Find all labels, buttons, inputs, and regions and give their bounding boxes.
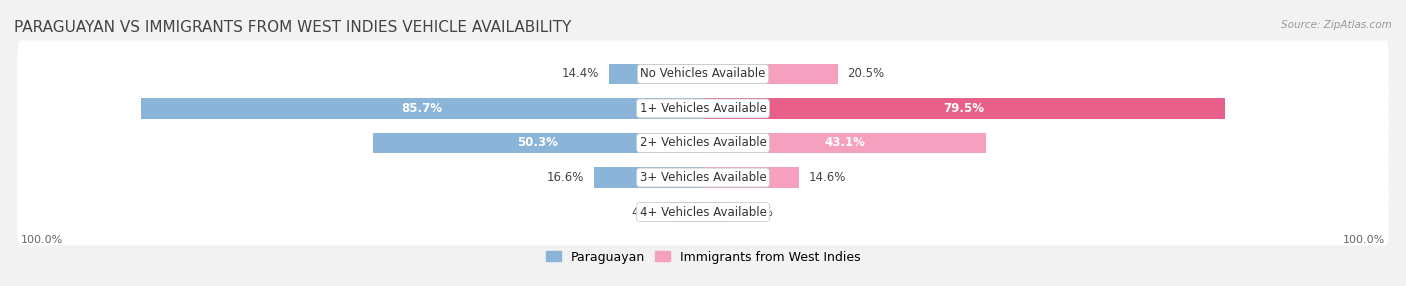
Text: 85.7%: 85.7%	[401, 102, 443, 115]
Text: 43.1%: 43.1%	[824, 136, 865, 150]
Text: Source: ZipAtlas.com: Source: ZipAtlas.com	[1281, 20, 1392, 30]
Bar	[703, 167, 799, 188]
FancyBboxPatch shape	[17, 75, 1389, 142]
Legend: Paraguayan, Immigrants from West Indies: Paraguayan, Immigrants from West Indies	[540, 246, 866, 269]
Text: 4+ Vehicles Available: 4+ Vehicles Available	[640, 206, 766, 219]
Text: PARAGUAYAN VS IMMIGRANTS FROM WEST INDIES VEHICLE AVAILABILITY: PARAGUAYAN VS IMMIGRANTS FROM WEST INDIE…	[14, 20, 571, 35]
Bar	[703, 133, 986, 153]
Bar	[671, 202, 703, 223]
Text: No Vehicles Available: No Vehicles Available	[640, 67, 766, 80]
Bar	[595, 167, 703, 188]
Text: 79.5%: 79.5%	[943, 102, 984, 115]
Text: 20.5%: 20.5%	[848, 67, 884, 80]
Text: 14.6%: 14.6%	[808, 171, 846, 184]
Bar	[141, 98, 703, 119]
Text: 14.4%: 14.4%	[561, 67, 599, 80]
FancyBboxPatch shape	[17, 110, 1389, 176]
Text: 100.0%: 100.0%	[1343, 235, 1385, 245]
FancyBboxPatch shape	[17, 144, 1389, 211]
Bar	[609, 63, 703, 84]
Bar	[703, 202, 734, 223]
Text: 50.3%: 50.3%	[517, 136, 558, 150]
Text: 2+ Vehicles Available: 2+ Vehicles Available	[640, 136, 766, 150]
Text: 16.6%: 16.6%	[547, 171, 585, 184]
FancyBboxPatch shape	[17, 179, 1389, 245]
Bar	[373, 133, 703, 153]
Text: 3+ Vehicles Available: 3+ Vehicles Available	[640, 171, 766, 184]
Text: 1+ Vehicles Available: 1+ Vehicles Available	[640, 102, 766, 115]
Text: 100.0%: 100.0%	[21, 235, 63, 245]
Bar	[703, 98, 1225, 119]
Text: 4.7%: 4.7%	[744, 206, 773, 219]
FancyBboxPatch shape	[17, 41, 1389, 107]
Bar	[703, 63, 838, 84]
Text: 4.9%: 4.9%	[631, 206, 661, 219]
